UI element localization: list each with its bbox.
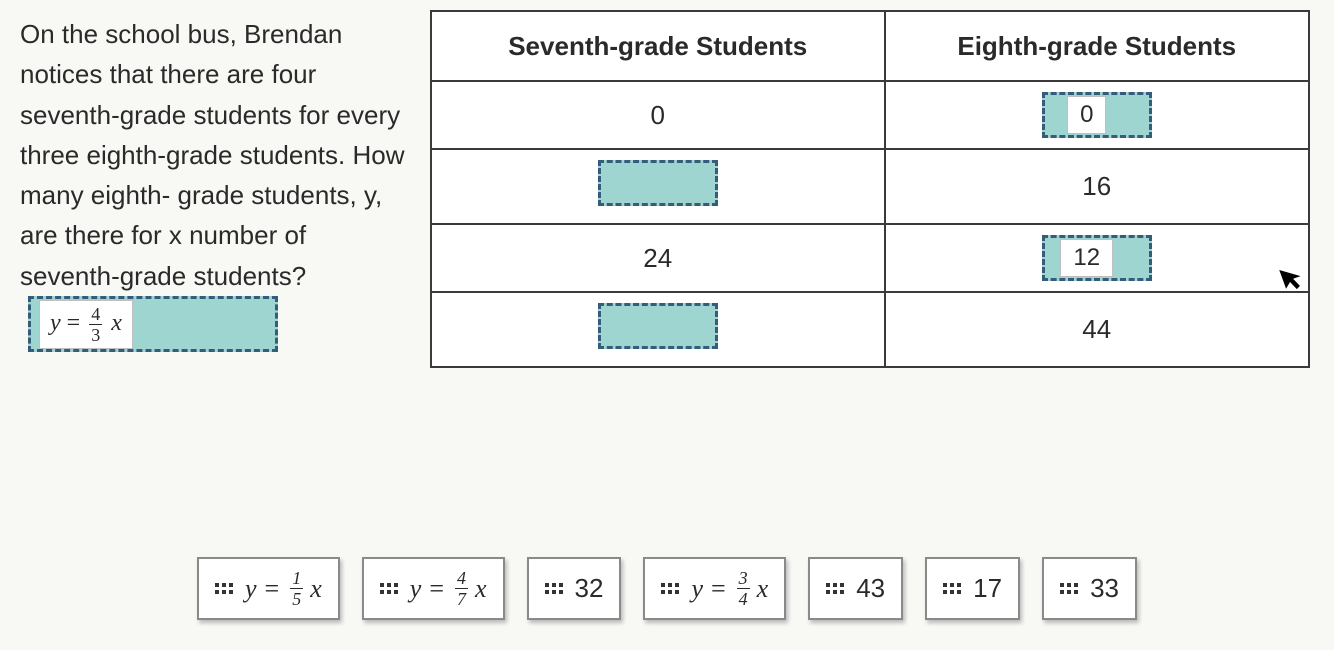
number-tile[interactable]: 32 [527,557,622,620]
placed-equation-chip[interactable]: y = 4 3 x [39,300,133,349]
table-row: 44 [431,292,1309,367]
equation-tile[interactable]: y=15x [197,557,340,620]
cell-value: 0 [431,81,885,149]
equation-tile[interactable]: y=34x [643,557,786,620]
table-body: 0 0 16 24 12 44 [431,81,1309,367]
math-expression: y=47x [410,569,487,608]
drag-handle-icon [661,583,679,594]
question-text: On the school bus, Brendan notices that … [20,10,410,352]
placed-chip[interactable]: 0 [1067,96,1106,134]
number-label: 17 [973,573,1002,604]
number-tile[interactable]: 17 [925,557,1020,620]
cell-value: 44 [885,292,1310,367]
table-row: 24 12 [431,224,1309,292]
drag-handle-icon [545,583,563,594]
cell-drop-slot[interactable]: 0 [1042,92,1152,138]
drag-handle-icon [215,583,233,594]
cell-drop-slot[interactable]: 12 [1042,235,1152,281]
drag-handle-icon [1060,583,1078,594]
col-header-eighth: Eighth-grade Students [885,11,1310,81]
fraction-icon: 4 3 [89,305,102,344]
col-header-seventh: Seventh-grade Students [431,11,885,81]
table-row: 0 0 [431,81,1309,149]
drag-handle-icon [380,583,398,594]
ratio-table: Seventh-grade Students Eighth-grade Stud… [430,10,1310,368]
equation-drop-slot[interactable]: y = 4 3 x [28,296,278,352]
number-tile[interactable]: 43 [808,557,903,620]
drag-handle-icon [826,583,844,594]
cell-value: 16 [885,149,1310,224]
math-expression: y=34x [691,569,768,608]
table-row: 16 [431,149,1309,224]
math-expression: y=15x [245,569,322,608]
cell-drop-slot[interactable] [598,160,718,206]
eq-lhs: y [50,305,61,342]
number-label: 43 [856,573,885,604]
number-label: 32 [575,573,604,604]
cell-value: 24 [431,224,885,292]
eq-rhs: x [111,305,122,342]
drag-handle-icon [943,583,961,594]
number-tile[interactable]: 33 [1042,557,1137,620]
answer-tile-tray: y=15x y=47x 32 y=34x 43 17 33 [0,557,1334,620]
equation-tile[interactable]: y=47x [362,557,505,620]
number-label: 33 [1090,573,1119,604]
cell-drop-slot[interactable] [598,303,718,349]
placed-chip[interactable]: 12 [1060,239,1113,277]
